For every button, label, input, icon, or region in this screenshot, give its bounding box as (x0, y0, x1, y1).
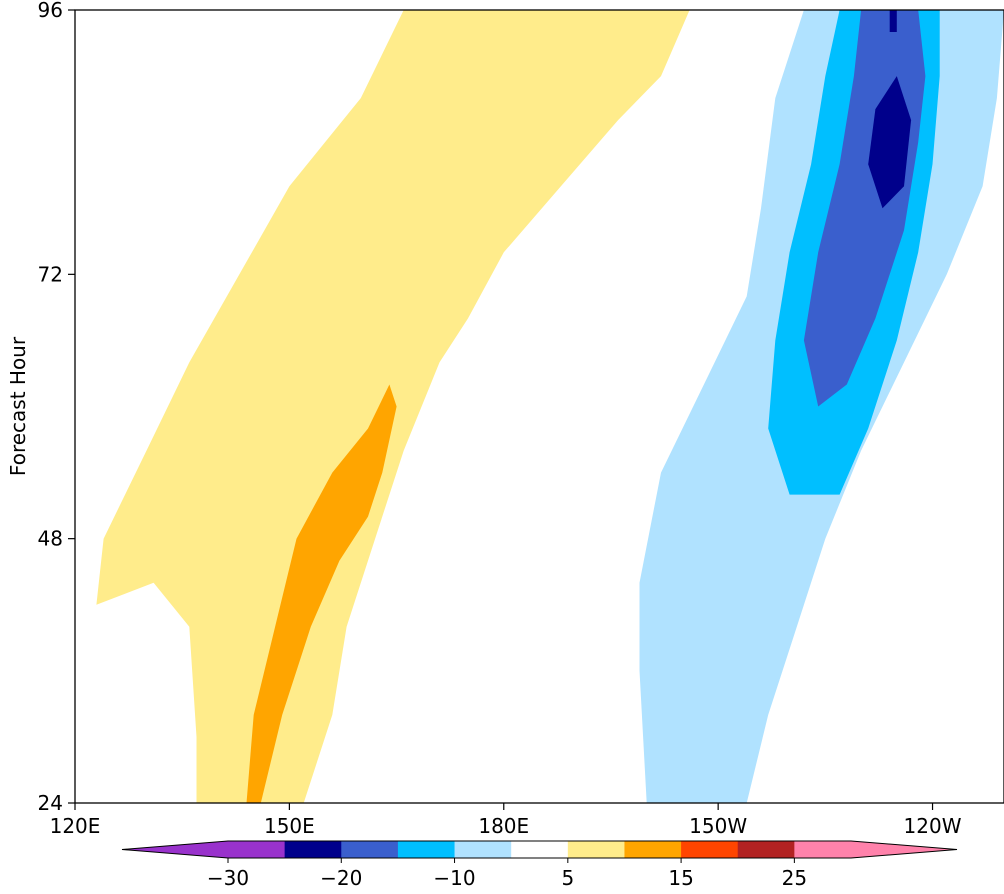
contour-fill-layer (96, 10, 1004, 803)
x-tick-label: 120W (904, 814, 962, 838)
y-tick-label: 96 (38, 0, 63, 22)
colorbar-tick-label: −30 (207, 866, 249, 890)
y-axis: 24 48 72 96 (38, 0, 75, 815)
colorbar-cell (681, 841, 739, 858)
x-tick-label: 180E (478, 814, 529, 838)
colorbar-cell (624, 841, 682, 858)
x-tick-label: 120E (50, 814, 101, 838)
negative-band-20-25 (868, 76, 912, 209)
colorbar-tick-label: −10 (433, 866, 475, 890)
plot-frame (74, 9, 1004, 804)
colorbar-cell (228, 841, 286, 858)
colorbar-over-extension (851, 841, 957, 858)
colorbar-cell (567, 841, 625, 858)
colorbar: −30 −20 −10 5 15 25 (121, 840, 958, 890)
colorbar-cell (397, 841, 456, 858)
y-tick-label: 72 (38, 262, 63, 286)
colorbar-under-extension (122, 841, 228, 858)
y-tick-label: 48 (38, 527, 63, 551)
colorbar-tick-label: 15 (668, 866, 693, 890)
colorbar-cell (284, 841, 342, 858)
negative-cell-20-25 (889, 10, 897, 32)
colorbar-cell (511, 841, 569, 858)
colorbar-cell (737, 841, 795, 858)
y-tick-label: 24 (38, 791, 63, 815)
colorbar-cell (454, 841, 512, 858)
colorbar-cell (341, 841, 399, 858)
x-tick-label: 150E (264, 814, 315, 838)
colorbar-tick-label: −20 (320, 866, 362, 890)
x-tick-label: 150W (689, 814, 747, 838)
colorbar-tick-label: 25 (782, 866, 807, 890)
positive-band-10-15 (246, 384, 397, 803)
y-axis-label: Forecast Hour (6, 336, 30, 476)
colorbar-cell (794, 841, 852, 858)
colorbar-tick-label: 5 (561, 866, 574, 890)
x-axis: 120E 150E 180E 150W 120W (50, 803, 962, 838)
